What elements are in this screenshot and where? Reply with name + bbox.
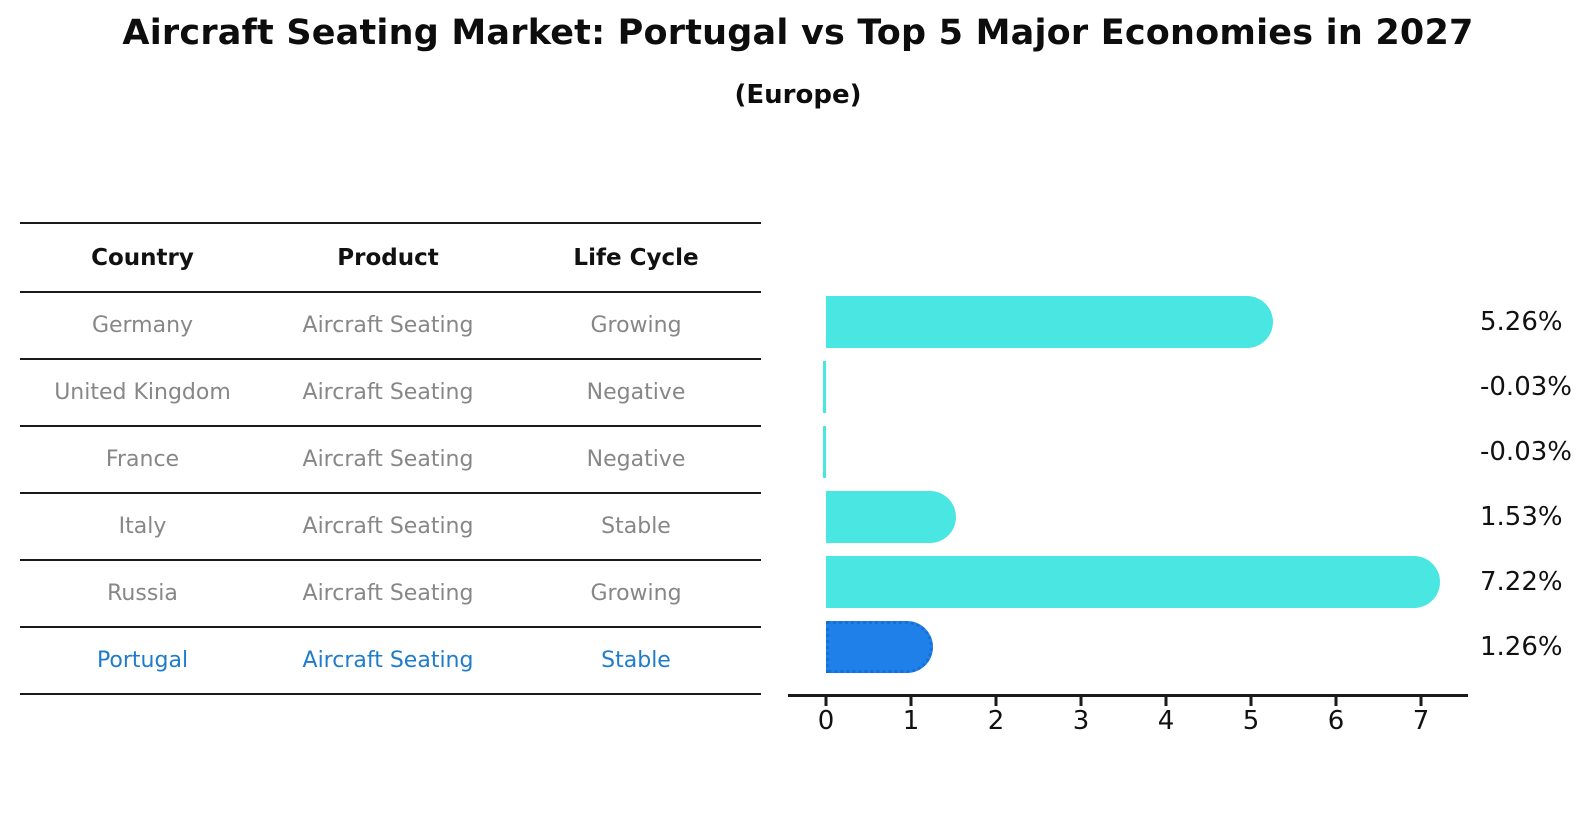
bar-france xyxy=(823,426,826,478)
table-row-france: France Aircraft Seating Negative xyxy=(20,426,761,494)
cell-country: Russia xyxy=(20,560,265,628)
cell-life-cycle: Stable xyxy=(511,493,761,561)
bar-portugal xyxy=(826,621,934,673)
x-axis-tick-label: 5 xyxy=(1242,706,1260,736)
x-axis-tick-label: 7 xyxy=(1412,706,1430,736)
cell-product: Aircraft Seating xyxy=(265,359,511,427)
bar-united-kingdom xyxy=(823,361,826,413)
x-axis-tick-label: 0 xyxy=(817,706,835,736)
x-axis-tick-mark xyxy=(1164,697,1168,706)
cell-product: Aircraft Seating xyxy=(265,426,511,494)
x-axis-tick-mark xyxy=(994,697,998,706)
cell-country: United Kingdom xyxy=(20,359,265,427)
x-axis-tick-mark xyxy=(824,697,828,706)
chart-title: Aircraft Seating Market: Portugal vs Top… xyxy=(122,13,1474,53)
bar-value-label: -0.03% xyxy=(1480,372,1572,402)
cell-product: Aircraft Seating xyxy=(265,560,511,628)
table-header-row: Country Product Life Cycle xyxy=(20,223,761,293)
cell-country: France xyxy=(20,426,265,494)
column-header-product: Product xyxy=(265,223,511,293)
cell-life-cycle: Negative xyxy=(511,426,761,494)
table-row-italy: Italy Aircraft Seating Stable xyxy=(20,493,761,561)
bar-germany xyxy=(826,296,1274,348)
column-header-life-cycle: Life Cycle xyxy=(511,223,761,293)
cell-product: Aircraft Seating xyxy=(265,627,511,695)
x-axis-tick-label: 2 xyxy=(987,706,1005,736)
x-axis-tick-mark xyxy=(1079,697,1083,706)
x-axis-tick-label: 1 xyxy=(902,706,920,736)
column-header-country: Country xyxy=(20,223,265,293)
table-row-portugal-highlighted: Portugal Aircraft Seating Stable xyxy=(20,627,761,695)
x-axis-tick-label: 4 xyxy=(1157,706,1175,736)
bar-value-label: 1.26% xyxy=(1480,632,1563,662)
cell-life-cycle: Stable xyxy=(511,627,761,695)
cell-country: Italy xyxy=(20,493,265,561)
x-axis-tick-mark xyxy=(1419,697,1423,706)
x-axis-tick-label: 6 xyxy=(1327,706,1345,736)
cell-life-cycle: Growing xyxy=(511,560,761,628)
cell-product: Aircraft Seating xyxy=(265,292,511,360)
chart-subtitle: (Europe) xyxy=(734,80,862,110)
cell-life-cycle: Growing xyxy=(511,292,761,360)
table-row-russia: Russia Aircraft Seating Growing xyxy=(20,560,761,628)
bar-value-label: 1.53% xyxy=(1480,502,1563,532)
bar-italy xyxy=(826,491,957,543)
bar-russia xyxy=(826,556,1440,608)
x-axis-tick-mark xyxy=(1334,697,1338,706)
table-row-united-kingdom: United Kingdom Aircraft Seating Negative xyxy=(20,359,761,427)
cell-country: Germany xyxy=(20,292,265,360)
x-axis-tick-mark xyxy=(1249,697,1253,706)
table-row-germany: Germany Aircraft Seating Growing xyxy=(20,292,761,360)
x-axis-tick-label: 3 xyxy=(1072,706,1090,736)
bar-value-label: -0.03% xyxy=(1480,437,1572,467)
bar-value-label: 5.26% xyxy=(1480,307,1563,337)
x-axis-line xyxy=(788,694,1468,697)
country-table: Country Product Life Cycle Germany Aircr… xyxy=(20,222,761,695)
cell-life-cycle: Negative xyxy=(511,359,761,427)
bar-value-label: 7.22% xyxy=(1480,567,1563,597)
x-axis-tick-mark xyxy=(909,697,913,706)
cell-country: Portugal xyxy=(20,627,265,695)
cell-product: Aircraft Seating xyxy=(265,493,511,561)
